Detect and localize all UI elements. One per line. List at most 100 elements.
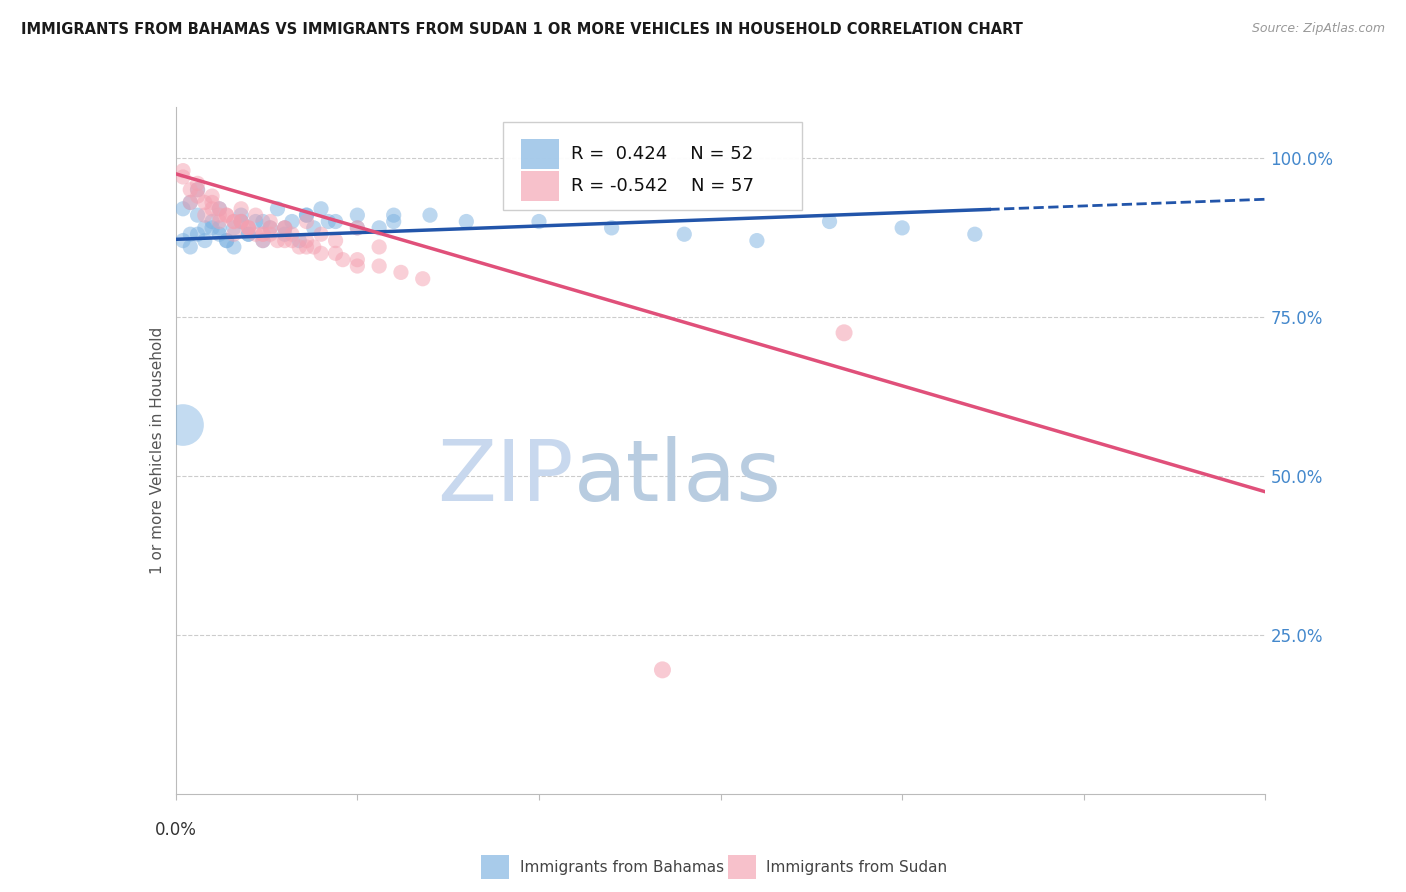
- Point: [208, 208, 231, 222]
- Point: [325, 234, 347, 248]
- Point: [259, 214, 281, 228]
- Point: [266, 234, 288, 248]
- Point: [194, 234, 217, 248]
- FancyBboxPatch shape: [522, 171, 560, 202]
- Point: [274, 227, 297, 242]
- Point: [295, 208, 318, 222]
- Point: [274, 220, 297, 235]
- Point: [259, 220, 281, 235]
- Point: [245, 214, 267, 228]
- Point: [179, 240, 201, 254]
- Text: ZIP: ZIP: [437, 436, 574, 519]
- Point: [325, 214, 347, 228]
- Point: [194, 220, 217, 235]
- Point: [673, 227, 696, 242]
- Point: [295, 234, 318, 248]
- Point: [172, 202, 194, 216]
- Point: [172, 169, 194, 184]
- Point: [215, 234, 238, 248]
- FancyBboxPatch shape: [503, 122, 803, 211]
- Text: Immigrants from Bahamas: Immigrants from Bahamas: [520, 860, 724, 874]
- Point: [252, 234, 274, 248]
- Point: [186, 208, 209, 222]
- Point: [346, 208, 368, 222]
- Point: [208, 220, 231, 235]
- Point: [281, 234, 304, 248]
- FancyBboxPatch shape: [522, 139, 560, 169]
- Point: [346, 220, 368, 235]
- Point: [600, 220, 623, 235]
- Point: [252, 214, 274, 228]
- Point: [231, 214, 253, 228]
- Point: [208, 202, 231, 216]
- Point: [309, 227, 332, 242]
- Point: [245, 208, 267, 222]
- Point: [222, 214, 245, 228]
- Y-axis label: 1 or more Vehicles in Household: 1 or more Vehicles in Household: [149, 326, 165, 574]
- Point: [419, 208, 441, 222]
- Point: [179, 195, 201, 210]
- Text: Immigrants from Sudan: Immigrants from Sudan: [766, 860, 948, 874]
- Point: [179, 183, 201, 197]
- Point: [222, 240, 245, 254]
- Point: [259, 227, 281, 242]
- Point: [346, 259, 368, 273]
- Point: [259, 220, 281, 235]
- Point: [172, 234, 194, 248]
- Point: [194, 208, 217, 222]
- Point: [281, 227, 304, 242]
- Point: [295, 214, 318, 228]
- Point: [295, 240, 318, 254]
- Point: [215, 234, 238, 248]
- Point: [368, 220, 391, 235]
- Point: [208, 227, 231, 242]
- Point: [252, 227, 274, 242]
- Point: [238, 220, 260, 235]
- Point: [222, 220, 245, 235]
- Point: [346, 220, 368, 235]
- Point: [281, 214, 304, 228]
- Point: [231, 214, 253, 228]
- Point: [412, 271, 434, 285]
- Point: [179, 227, 201, 242]
- Text: atlas: atlas: [574, 436, 782, 519]
- Point: [651, 663, 673, 677]
- Point: [266, 202, 288, 216]
- Point: [274, 220, 297, 235]
- Point: [346, 252, 368, 267]
- Text: Source: ZipAtlas.com: Source: ZipAtlas.com: [1251, 22, 1385, 36]
- Text: IMMIGRANTS FROM BAHAMAS VS IMMIGRANTS FROM SUDAN 1 OR MORE VEHICLES IN HOUSEHOLD: IMMIGRANTS FROM BAHAMAS VS IMMIGRANTS FR…: [21, 22, 1024, 37]
- Point: [745, 234, 768, 248]
- Point: [288, 240, 311, 254]
- Point: [238, 227, 260, 242]
- Point: [818, 214, 841, 228]
- Point: [238, 227, 260, 242]
- Point: [382, 214, 405, 228]
- Point: [186, 177, 209, 191]
- Point: [325, 246, 347, 260]
- Point: [172, 417, 194, 432]
- Point: [238, 220, 260, 235]
- Point: [274, 220, 297, 235]
- Point: [252, 234, 274, 248]
- Point: [172, 163, 194, 178]
- Point: [231, 214, 253, 228]
- Point: [274, 234, 297, 248]
- Point: [179, 195, 201, 210]
- Point: [186, 183, 209, 197]
- Point: [302, 240, 325, 254]
- Point: [201, 220, 224, 235]
- Point: [368, 240, 391, 254]
- Point: [318, 214, 340, 228]
- Point: [208, 202, 231, 216]
- Point: [309, 246, 332, 260]
- Point: [252, 227, 274, 242]
- Point: [963, 227, 986, 242]
- Point: [456, 214, 478, 228]
- Point: [332, 252, 354, 267]
- Point: [201, 189, 224, 203]
- Point: [238, 220, 260, 235]
- Point: [527, 214, 550, 228]
- Text: R = -0.542    N = 57: R = -0.542 N = 57: [571, 178, 754, 195]
- Point: [215, 208, 238, 222]
